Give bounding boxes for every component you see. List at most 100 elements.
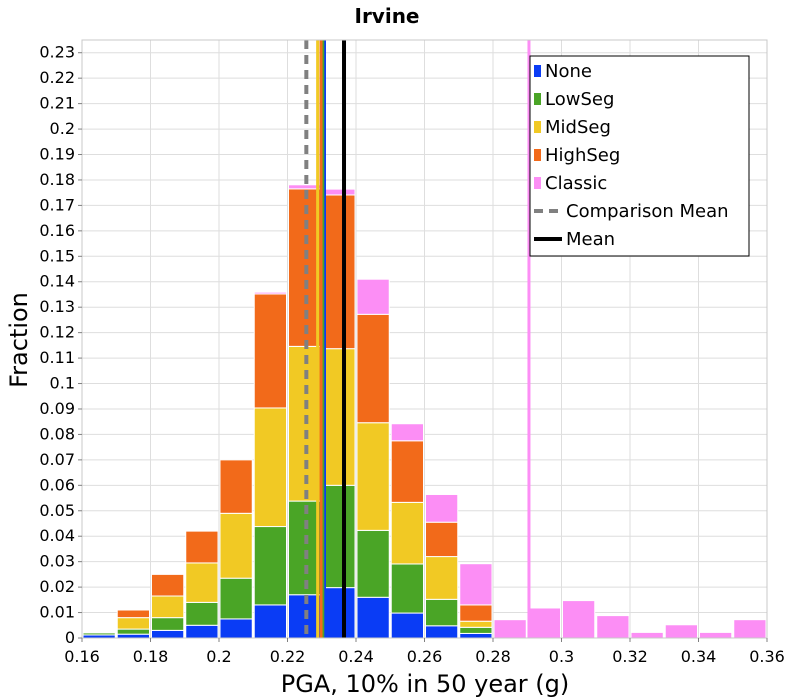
- bar-midseg-5: [253, 407, 287, 528]
- y-tick-label: 0.07: [39, 450, 75, 469]
- bar-midseg-1: [116, 617, 150, 630]
- lowseg-legend-swatch: [534, 93, 541, 105]
- bar-classic-11: [459, 563, 493, 606]
- y-tick-label: 0.16: [39, 221, 75, 240]
- y-tick-label: 0.04: [39, 526, 75, 545]
- x-tick-label: 0.3: [549, 647, 574, 666]
- legend-label: HighSeg: [545, 145, 620, 166]
- y-tick-label: 0.12: [39, 323, 75, 342]
- bar-highseg-11: [459, 604, 493, 622]
- y-tick-label: 0.18: [39, 170, 75, 189]
- bar-midseg-3: [185, 562, 219, 603]
- bar-lowseg-3: [185, 601, 219, 626]
- bar-highseg-4: [219, 459, 253, 514]
- bar-highseg-5: [253, 293, 287, 409]
- bar-none-9: [390, 612, 424, 639]
- bar-lowseg-6: [288, 500, 322, 596]
- bar-highseg-3: [185, 530, 219, 564]
- bar-none-8: [356, 596, 390, 639]
- bar-lowseg-2: [151, 617, 185, 631]
- bar-midseg-9: [390, 501, 424, 565]
- legend-label: Comparison Mean: [566, 201, 729, 222]
- y-tick-label: 0.23: [39, 43, 75, 62]
- bar-classic-7: [322, 188, 356, 196]
- bar-lowseg-8: [356, 529, 390, 598]
- bar-highseg-2: [151, 573, 185, 597]
- bar-highseg-9: [390, 440, 424, 503]
- bar-midseg-2: [151, 595, 185, 619]
- bar-classic-8: [356, 278, 390, 315]
- y-tick-label: 0.06: [39, 475, 75, 494]
- bar-lowseg-5: [253, 526, 287, 606]
- bar-midseg-7: [322, 348, 356, 486]
- bar-lowseg-7: [322, 484, 356, 589]
- legend-label: Classic: [545, 173, 607, 194]
- bar-classic-9: [390, 423, 424, 442]
- x-tick-label: 0.26: [407, 647, 443, 666]
- bar-classic-6: [288, 184, 322, 190]
- legend-label: None: [545, 61, 592, 82]
- bar-lowseg-9: [390, 563, 424, 614]
- y-tick-label: 0.08: [39, 424, 75, 443]
- y-tick-label: 0.19: [39, 145, 75, 164]
- y-tick-label: 0.15: [39, 246, 75, 265]
- y-tick-label: 0.22: [39, 68, 75, 87]
- bar-none-7: [322, 587, 356, 639]
- none-legend-swatch: [534, 65, 541, 77]
- bar-none-2: [151, 629, 185, 639]
- y-tick-label: 0.01: [39, 603, 75, 622]
- bar-highseg-7: [322, 194, 356, 350]
- y-axis-title: Fraction: [5, 292, 33, 388]
- bar-classic-10: [425, 493, 459, 523]
- bar-classic-13: [527, 607, 561, 639]
- bar-lowseg-0: [82, 632, 116, 636]
- bar-lowseg-1: [116, 628, 150, 635]
- legend-label: Mean: [566, 229, 615, 250]
- bar-none-4: [219, 618, 253, 639]
- x-axis-title: PGA, 10% in 50 year (g): [281, 670, 570, 698]
- bar-lowseg-10: [425, 598, 459, 627]
- legend-label: MidSeg: [545, 117, 611, 138]
- bar-none-11: [459, 632, 493, 639]
- bar-midseg-11: [459, 620, 493, 628]
- legend: None LowSeg MidSeg HighSeg Classic Comparison…: [529, 55, 750, 257]
- y-tick-label: 0.05: [39, 501, 75, 520]
- x-tick-label: 0.34: [681, 647, 717, 666]
- y-tick-label: 0.2: [50, 119, 75, 138]
- bar-classic-17: [664, 624, 698, 639]
- y-tick-label: 0.11: [39, 348, 75, 367]
- y-tick-label: 0: [65, 628, 75, 647]
- bar-classic-16: [630, 631, 664, 639]
- legend-box: [529, 55, 750, 257]
- bar-none-10: [425, 625, 459, 639]
- x-tick-label: 0.36: [749, 647, 785, 666]
- bar-classic-15: [596, 615, 630, 639]
- bar-highseg-1: [116, 609, 150, 619]
- bar-midseg-4: [219, 512, 253, 579]
- x-axis-ticks: 0.16 0.18 0.2 0.22 0.24 0.26 0.28 0.3 0.32 0.34 0.…: [64, 638, 785, 666]
- y-tick-label: 0.13: [39, 297, 75, 316]
- bar-none-1: [116, 633, 150, 639]
- x-tick-label: 0.32: [612, 647, 648, 666]
- bar-highseg-8: [356, 313, 390, 424]
- y-tick-label: 0.03: [39, 552, 75, 571]
- chart-title: Irvine: [355, 4, 420, 28]
- x-tick-label: 0.24: [338, 647, 374, 666]
- x-tick-label: 0.28: [475, 647, 511, 666]
- bar-classic-14: [562, 600, 596, 639]
- bar-lowseg-11: [459, 626, 493, 634]
- x-tick-label: 0.2: [206, 647, 231, 666]
- bar-midseg-10: [425, 556, 459, 600]
- bar-classic-12: [493, 619, 527, 639]
- bar-none-3: [185, 624, 219, 639]
- bar-classic-18: [699, 631, 733, 639]
- classic-legend-swatch: [534, 177, 541, 189]
- midseg-legend-swatch: [534, 121, 541, 133]
- highseg-legend-swatch: [534, 149, 541, 161]
- bars-layer: [82, 184, 767, 639]
- bar-none-5: [253, 604, 287, 639]
- bar-classic-5: [253, 291, 287, 295]
- y-tick-label: 0.17: [39, 195, 75, 214]
